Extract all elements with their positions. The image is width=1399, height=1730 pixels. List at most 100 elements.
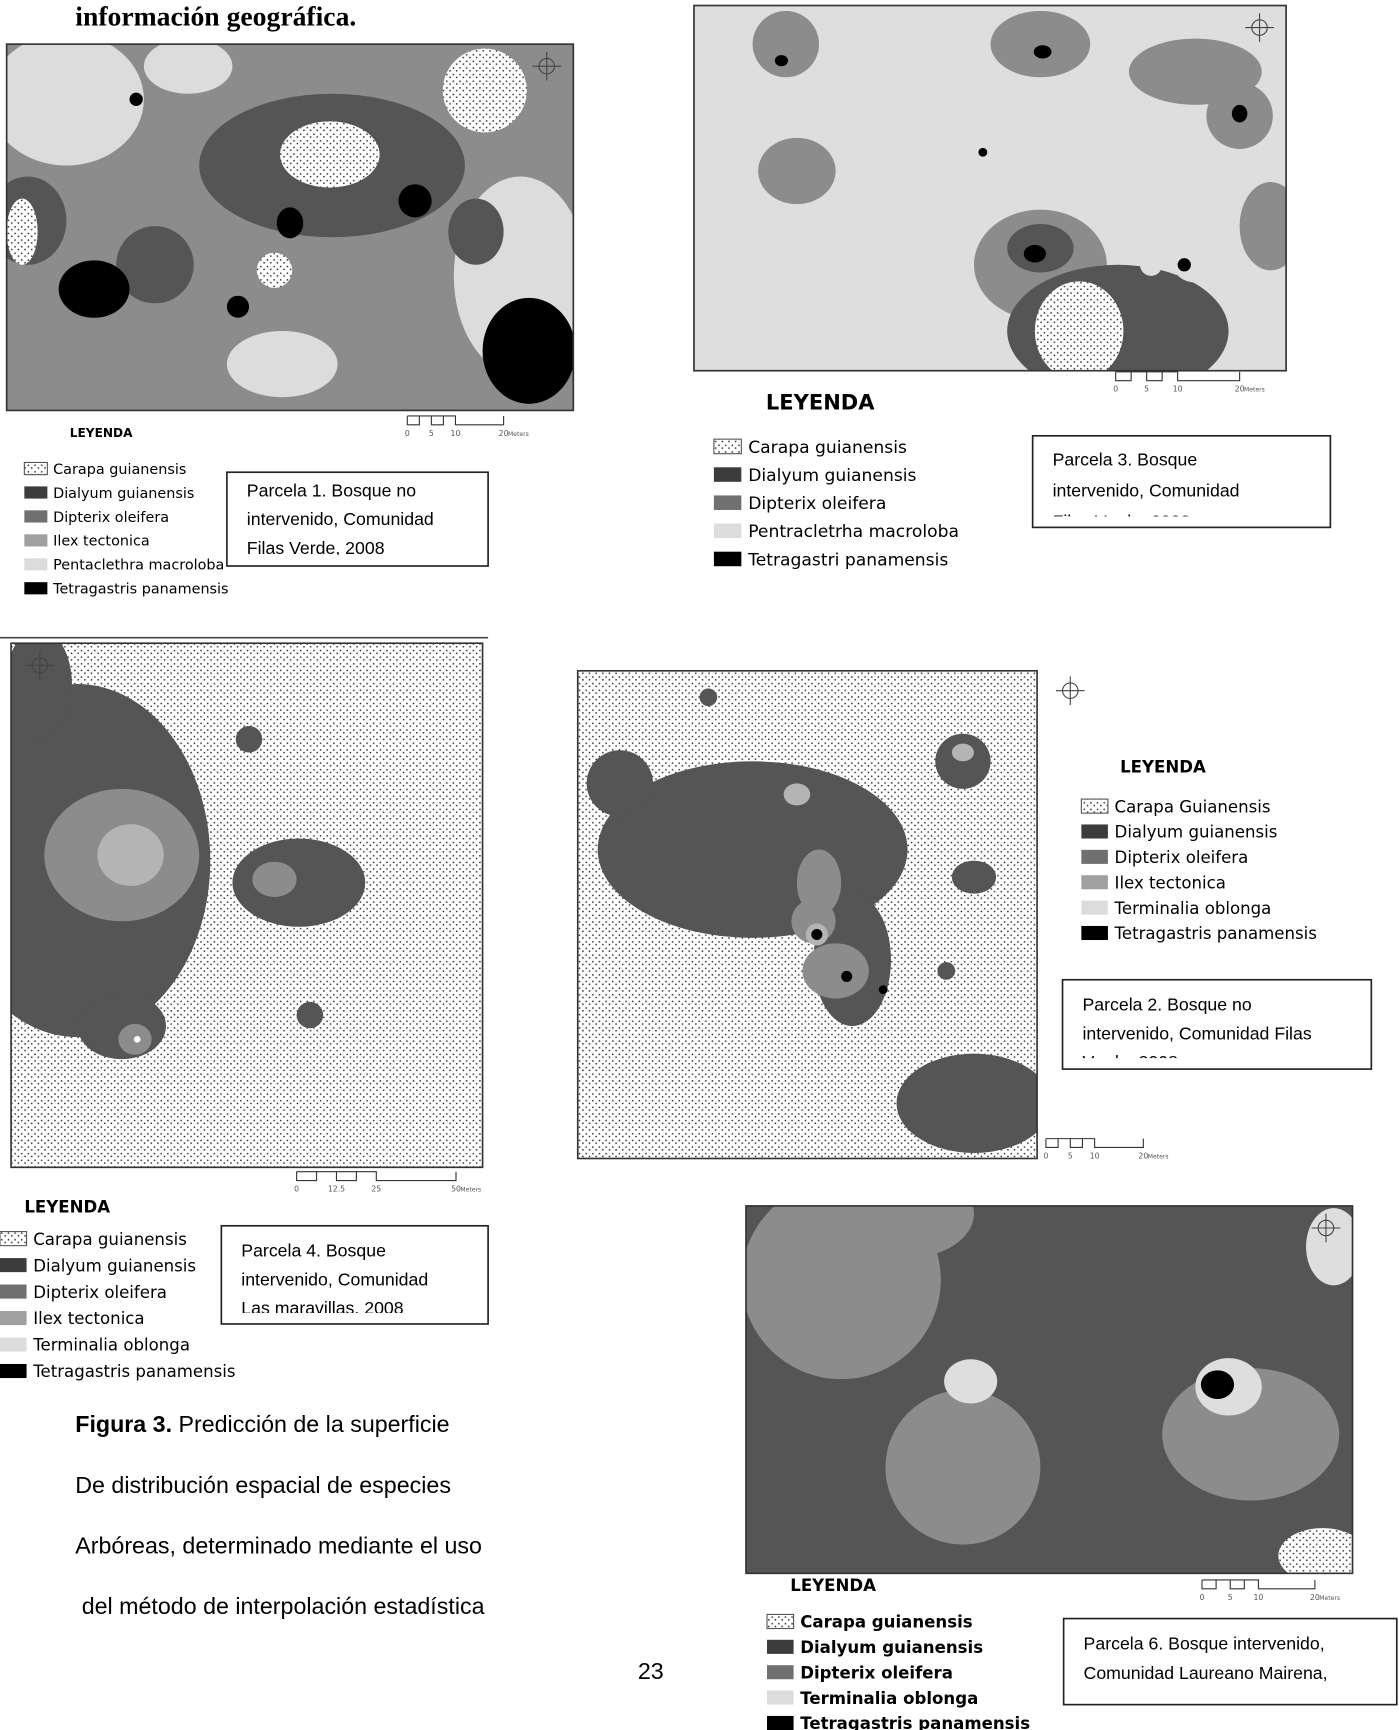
legend-title: LEYENDA xyxy=(24,1198,110,1217)
map-zone xyxy=(256,252,293,288)
legend-label: Dialyum guianensis xyxy=(800,1638,983,1657)
caption-line: Parcela 4. Bosque xyxy=(241,1241,386,1261)
legend-label: Carapa guianensis xyxy=(33,1230,187,1249)
legend-label: Carapa guianensis xyxy=(800,1613,973,1632)
scale-label: 10 xyxy=(1173,385,1183,394)
map-frame xyxy=(693,4,1287,372)
legend-swatch xyxy=(24,486,48,499)
caption-line: Las maravillas, 2008 xyxy=(241,1298,404,1318)
map-zone xyxy=(699,688,718,707)
map-zone xyxy=(1140,253,1163,276)
map-zone xyxy=(758,137,836,205)
map-zone xyxy=(133,1036,141,1043)
scale-label: 5 xyxy=(1228,1593,1233,1602)
map-zone xyxy=(442,48,527,133)
caption-line: Verde, 2008 xyxy=(1082,1052,1178,1072)
scale-bar xyxy=(406,415,505,426)
scale-label: 10 xyxy=(451,429,461,438)
map-zone xyxy=(280,121,380,188)
map-zone xyxy=(1239,182,1287,271)
legend-label: Tetragastris panamensis xyxy=(32,1362,235,1381)
legend-swatch xyxy=(767,1665,794,1680)
caption-box xyxy=(220,1224,489,1325)
map-zone xyxy=(448,198,504,265)
caption-line: intervenido, Comunidad xyxy=(1053,481,1240,501)
map-zone xyxy=(796,849,842,916)
map-zone xyxy=(77,992,167,1060)
map xyxy=(11,643,483,1168)
map-zone xyxy=(1278,1528,1353,1574)
legend-swatch xyxy=(713,523,742,539)
legend-swatch xyxy=(1081,824,1108,839)
legend-label: Tetragastris panamensis xyxy=(1114,924,1317,943)
legend-label: Carapa guianensis xyxy=(53,462,186,478)
legend-label: Dialyum guianensis xyxy=(1115,823,1278,842)
legend-label: Ilex tectonica xyxy=(33,1309,144,1328)
legend-swatch xyxy=(0,1231,28,1247)
map-zone xyxy=(482,297,574,404)
heading: información geográfica. xyxy=(75,0,356,31)
legend-label: Dipterix oleifera xyxy=(53,510,169,526)
north-arrow xyxy=(1311,1213,1341,1243)
scale-label: Meters xyxy=(460,1187,481,1194)
scale-label: 20 xyxy=(1138,1151,1148,1160)
north-arrow xyxy=(1245,13,1274,42)
scale-label: 12.5 xyxy=(328,1185,345,1194)
page-number: 23 xyxy=(638,1658,664,1684)
map-zone xyxy=(129,92,143,106)
legend-swatch xyxy=(767,1639,794,1654)
caption: Parcela 1. Bosque no intervenido, Comunid… xyxy=(247,481,434,555)
legend-swatch xyxy=(766,1613,795,1630)
scale-label: Meters xyxy=(1148,1153,1169,1160)
legend-swatch xyxy=(767,1690,794,1705)
scale-bar xyxy=(1201,1579,1316,1590)
map-zone xyxy=(586,750,654,817)
scale-label: 20 xyxy=(1235,385,1245,394)
scale-label: 0 xyxy=(1043,1151,1048,1160)
legend-label: Ilex tectonica xyxy=(53,534,150,550)
legend-swatch xyxy=(0,1337,27,1352)
legend-title: LEYENDA xyxy=(70,426,133,440)
map-zone xyxy=(783,783,811,806)
scale-label: 0 xyxy=(405,429,410,438)
north-arrow xyxy=(532,51,562,81)
caption-box xyxy=(226,471,489,567)
legend-title: LEYENDA xyxy=(790,1576,876,1595)
map-zone xyxy=(252,861,297,897)
map-frame xyxy=(10,642,484,1169)
map-zone xyxy=(1177,258,1191,272)
legend-label: Pentaclethra macroloba xyxy=(53,558,224,574)
map-zone xyxy=(1033,45,1052,59)
scale-label: 0 xyxy=(1113,385,1118,394)
legend-swatch xyxy=(1080,798,1109,814)
map-zone xyxy=(937,962,956,980)
scale-label: 20 xyxy=(1310,1593,1320,1602)
map-zone xyxy=(774,55,789,67)
caption-line: Parcela 6. Bosque intervenido, xyxy=(1084,1633,1325,1653)
map-zone xyxy=(235,725,263,753)
legend-swatch xyxy=(1081,875,1108,890)
map-zone xyxy=(116,226,194,304)
scale-bar xyxy=(1115,371,1241,382)
north-arrow xyxy=(1055,676,1085,706)
caption-line: Filas Verde, 2008 xyxy=(1053,511,1191,531)
scale-label: 10 xyxy=(1090,1151,1100,1160)
legend-label: Tetragastris panamensis xyxy=(52,582,228,598)
north-arrow xyxy=(25,650,55,680)
map-zone xyxy=(1173,247,1218,283)
scale-label: Meters xyxy=(1319,1595,1340,1602)
map-zone xyxy=(143,44,233,94)
legend-label: Dipterix oleifera xyxy=(800,1663,953,1682)
legend-label: Terminalia oblonga xyxy=(1114,899,1272,918)
scale-bar xyxy=(1045,1138,1144,1149)
map-zone xyxy=(885,1390,1041,1545)
caption-line: intervenido, Comunidad Filas xyxy=(1082,1023,1311,1043)
map-zone xyxy=(841,970,853,982)
caption: Parcela 4. Bosque intervenido, Comunidad L… xyxy=(241,1241,428,1318)
map-zone xyxy=(276,207,304,239)
legend-label: Pentracletrha macroloba xyxy=(748,522,959,542)
legend-swatch xyxy=(24,558,48,571)
caption-line: Parcela 2. Bosque no xyxy=(1082,995,1251,1015)
scale-label: 5 xyxy=(429,429,434,438)
